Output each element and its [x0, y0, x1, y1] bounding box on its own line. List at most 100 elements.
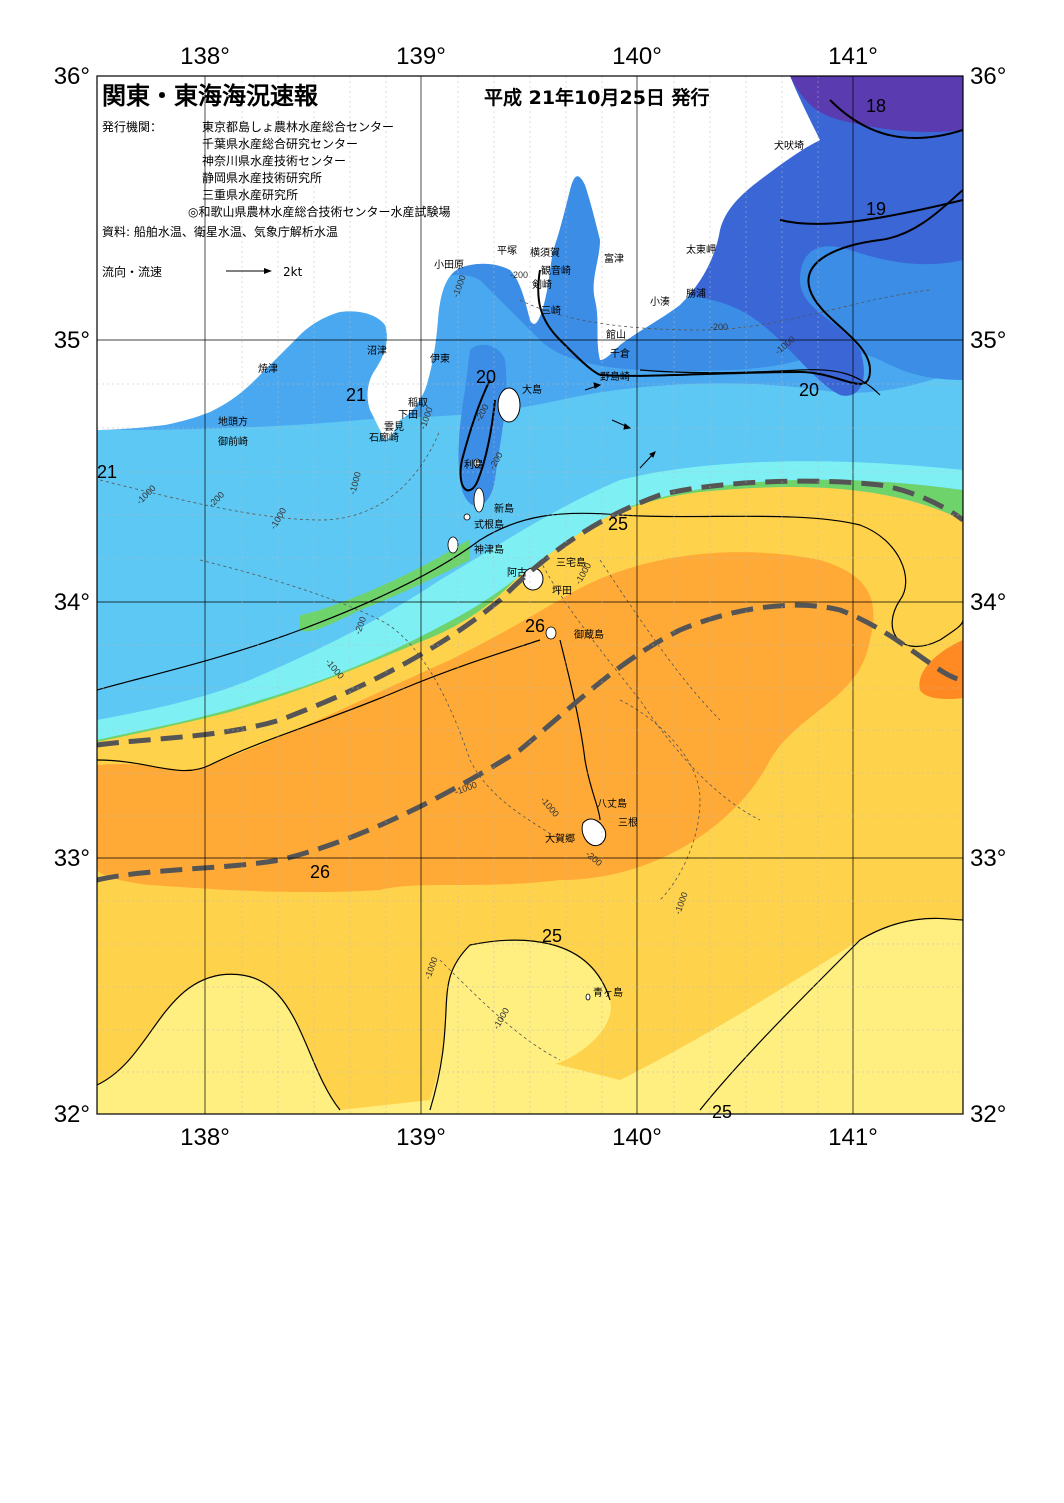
sst-band-26: [97, 552, 874, 893]
isotherm-labels: 18 19 20 20 21 21 25 26 26 25 25: [97, 96, 886, 1122]
place-label: 雲見: [384, 421, 404, 433]
sst-band-20-oshima: [458, 344, 507, 507]
sst-band-18: [790, 76, 963, 132]
lat-label-32: 32°: [54, 1101, 90, 1128]
lat-label-33: 33°: [54, 845, 90, 872]
publisher-item: 神奈川県水産技術センター: [202, 153, 346, 168]
place-label: 千倉: [610, 347, 630, 360]
place-label: 阿古: [507, 566, 527, 579]
island-niijima: [473, 487, 485, 513]
lat-label-35-right: 35°: [970, 327, 1006, 354]
lon-label-141: 141°: [828, 43, 878, 70]
place-label: 富津: [604, 252, 624, 265]
lon-label-138-bottom: 138°: [180, 1124, 230, 1151]
legend-arrow-icon: [264, 268, 272, 274]
place-label: 剣崎: [532, 278, 552, 291]
axis-right: 36° 35° 34° 33° 32°: [970, 63, 1006, 1128]
place-label: 地頭方: [218, 415, 248, 428]
isotherm-label: 25: [608, 514, 628, 534]
isotherm-label: 25: [542, 926, 562, 946]
depth-label: -200: [710, 322, 728, 332]
place-label: 沼津: [367, 344, 387, 357]
isotherm-label: 20: [799, 380, 819, 400]
lon-label-138: 138°: [180, 43, 230, 70]
depth-contours: [99, 289, 931, 1061]
isotherm-label: 19: [866, 199, 886, 219]
axis-left: 36° 35° 34° 33° 32°: [54, 63, 90, 1128]
publisher-item: 三重県水産研究所: [202, 187, 298, 202]
place-label: 八丈島: [597, 797, 627, 810]
isotherm-label: 25: [712, 1102, 732, 1122]
isotherm-label: 26: [525, 616, 545, 636]
isotherm-lines: [97, 369, 963, 1111]
lat-label-34-right: 34°: [970, 589, 1006, 616]
place-label: 勝浦: [686, 287, 706, 300]
lat-label-36-right: 36°: [970, 63, 1006, 90]
publisher-item: ◎和歌山県農林水産総合技術センター水産試験場: [188, 204, 450, 219]
island-mikurajima: [545, 626, 557, 640]
place-label: 横須賀: [530, 246, 560, 259]
place-label: 大島: [522, 383, 542, 396]
place-label: 稲取: [408, 397, 428, 409]
map-frame: [96, 75, 964, 1115]
legend-speed: 2kt: [283, 265, 303, 279]
place-label: 館山: [606, 328, 626, 341]
place-label: 大賀郷: [545, 832, 575, 845]
island-toshima: [473, 458, 481, 468]
place-label: 焼津: [258, 363, 278, 375]
place-label: 三崎: [541, 304, 561, 317]
kuroshio-axis: [97, 478, 963, 883]
lon-label-139: 139°: [396, 43, 446, 70]
publisher-item: 東京都島しょ農林水産総合センター: [202, 119, 394, 134]
page-title: 関東・東海海況速報: [102, 82, 319, 110]
place-label: 三宅島: [556, 556, 586, 569]
place-label: 青ヶ島: [593, 986, 623, 999]
place-label: 野島崎: [600, 370, 630, 383]
header: 関東・東海海況速報 平成 21年10月25日 発行 発行機関： 東京都島しょ農林…: [102, 82, 710, 279]
lat-label-35: 35°: [54, 327, 90, 354]
lon-label-139-bottom: 139°: [396, 1124, 446, 1151]
lat-label-32-right: 32°: [970, 1101, 1006, 1128]
graticule-minor: [97, 76, 963, 1114]
place-label: 坪田: [552, 584, 572, 597]
lat-label-34: 34°: [54, 589, 90, 616]
place-label: 新島: [494, 502, 514, 515]
sst-band-23: [97, 461, 963, 740]
place-label: 伊東: [430, 352, 450, 365]
isotherm-label: 26: [310, 862, 330, 882]
sst-band-22b: [97, 400, 963, 660]
place-label: 利島: [464, 458, 484, 471]
data-sources: 資料: 船舶水温、衛星水温、気象庁解析水温: [102, 224, 338, 239]
place-label: 犬吠埼: [774, 139, 804, 152]
place-label: 三根: [618, 816, 638, 829]
island-hachijojima: [581, 818, 607, 847]
isotherm-label: 20: [476, 367, 496, 387]
place-label: 御前崎: [218, 435, 248, 448]
lon-label-141-bottom: 141°: [828, 1124, 878, 1151]
place-label: 石廊崎: [369, 431, 399, 444]
place-label: 式根島: [474, 518, 504, 531]
island-kozushima: [447, 536, 459, 554]
isotherm-label: 21: [97, 462, 117, 482]
isotherm-18-19: [779, 99, 963, 225]
isotherm-label: 18: [866, 96, 886, 116]
axis-top: 138° 139° 140° 141°: [180, 43, 878, 70]
isotherm-label: 21: [346, 385, 366, 405]
island-shikinejima: [463, 513, 471, 521]
lon-label-140: 140°: [612, 43, 662, 70]
publisher-item: 千葉県水産総合研究センター: [202, 136, 358, 151]
lat-label-33-right: 33°: [970, 845, 1006, 872]
depth-label: -200: [510, 270, 528, 280]
place-label: 太東岬: [686, 243, 716, 256]
island-aogashima: [585, 993, 591, 1001]
current-arrows: [584, 382, 656, 469]
place-label: 小田原: [434, 259, 464, 271]
island-oshima: [497, 387, 521, 423]
publisher-item: 静岡県水産技術研究所: [202, 170, 322, 185]
lat-label-36: 36°: [54, 63, 90, 90]
place-labels: 犬吠埼 太東岬 勝浦 小湊 富津 横須賀 観音崎 剣崎 三崎 平塚 小田原 館山…: [218, 139, 804, 999]
place-label: 下田: [398, 410, 418, 421]
lon-label-140-bottom: 140°: [612, 1124, 662, 1151]
place-label: 観音崎: [541, 264, 571, 277]
